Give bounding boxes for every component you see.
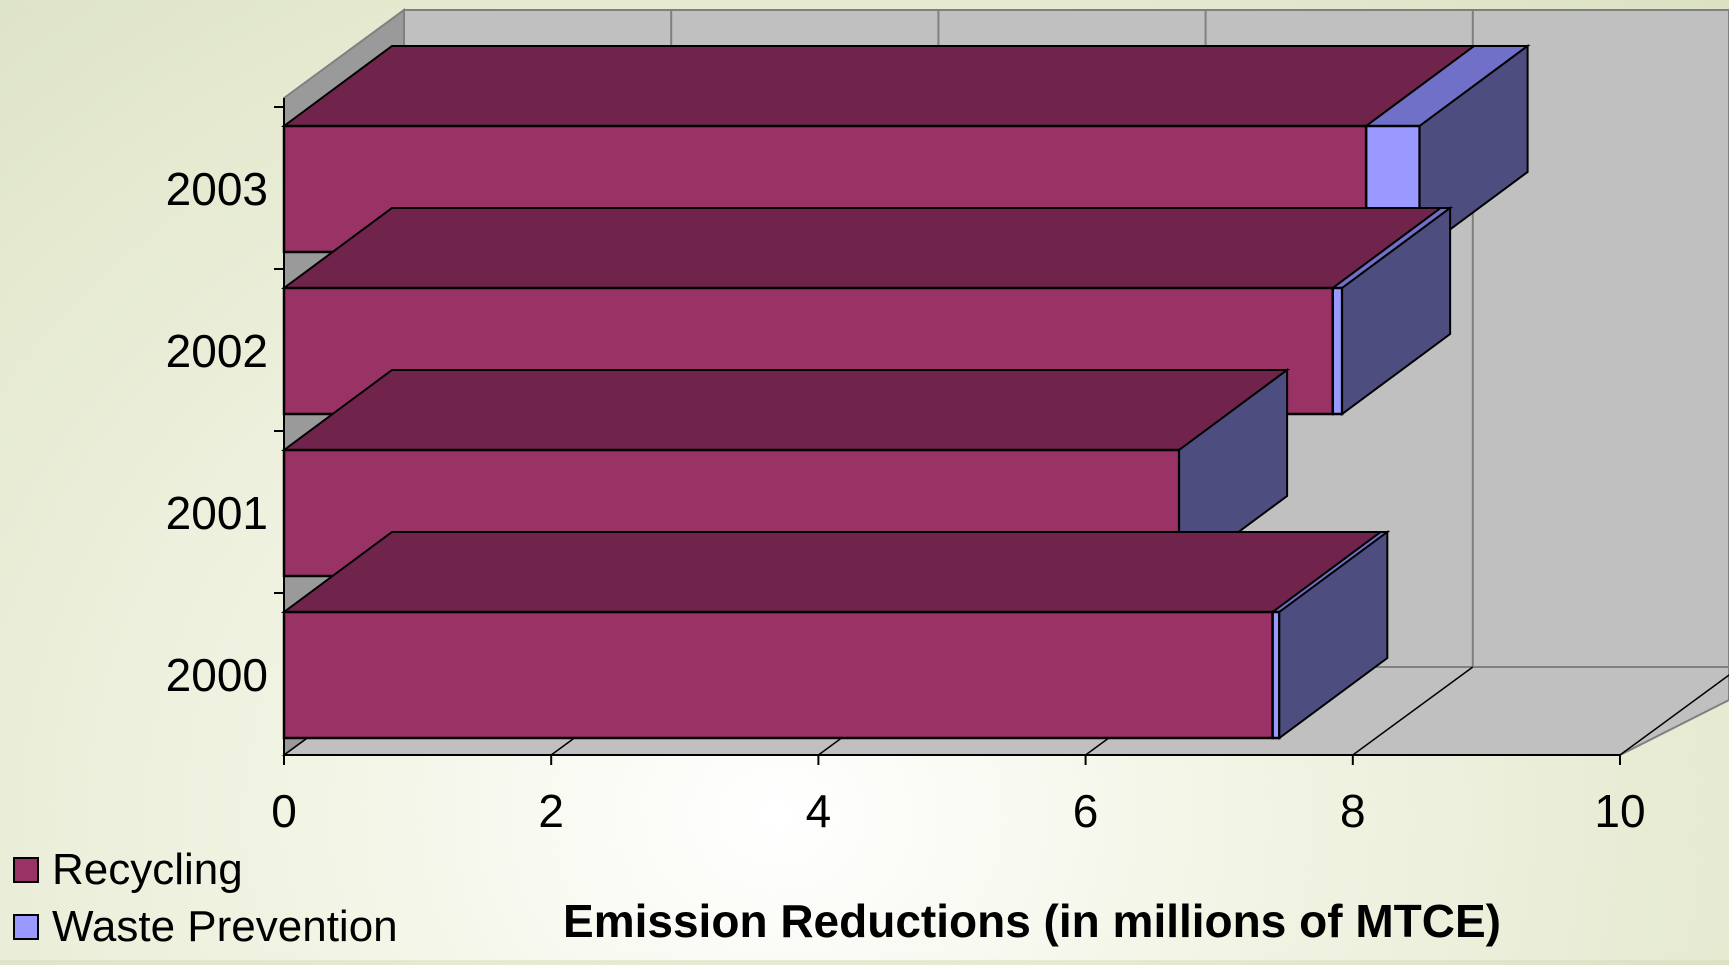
legend-swatch [13,857,39,883]
x-tick-label: 8 [1340,785,1366,837]
y-tick-label: 2001 [166,487,268,539]
legend: Recycling Waste Prevention [13,845,398,951]
legend-swatch [13,914,39,940]
x-tick-label: 0 [271,785,297,837]
bar-top-recycling [280,531,1384,613]
y-tick-label: 2002 [166,325,268,377]
legend-label: Waste Prevention [52,902,398,951]
chart-bars [280,44,1531,740]
bar-waste-prevention [1271,610,1281,740]
bar-end-face [1278,530,1389,740]
bar-waste-prevention [1331,286,1344,416]
bar-end-face [1341,206,1452,416]
x-tick-label: 4 [806,785,832,837]
bar-top-recycling [280,45,1478,127]
y-tick-label: 2003 [166,163,268,215]
legend-label: Recycling [52,845,243,894]
x-tick-label: 10 [1594,785,1645,837]
x-tick-label: 6 [1073,785,1099,837]
floor-gridline [1619,674,1729,756]
bar-top-recycling [280,369,1291,451]
y-tick-label: 2000 [166,649,268,701]
x-axis-title: Emission Reductions (in millions of MTCE… [563,895,1501,947]
x-tick-label: 2 [538,785,564,837]
bar-recycling [282,610,1274,740]
bar-top-recycling [280,207,1444,289]
floor-gridline [1352,666,1474,756]
chart-axes: 0 2 4 6 8 10 2003 2002 2001 2000 [166,98,1646,837]
